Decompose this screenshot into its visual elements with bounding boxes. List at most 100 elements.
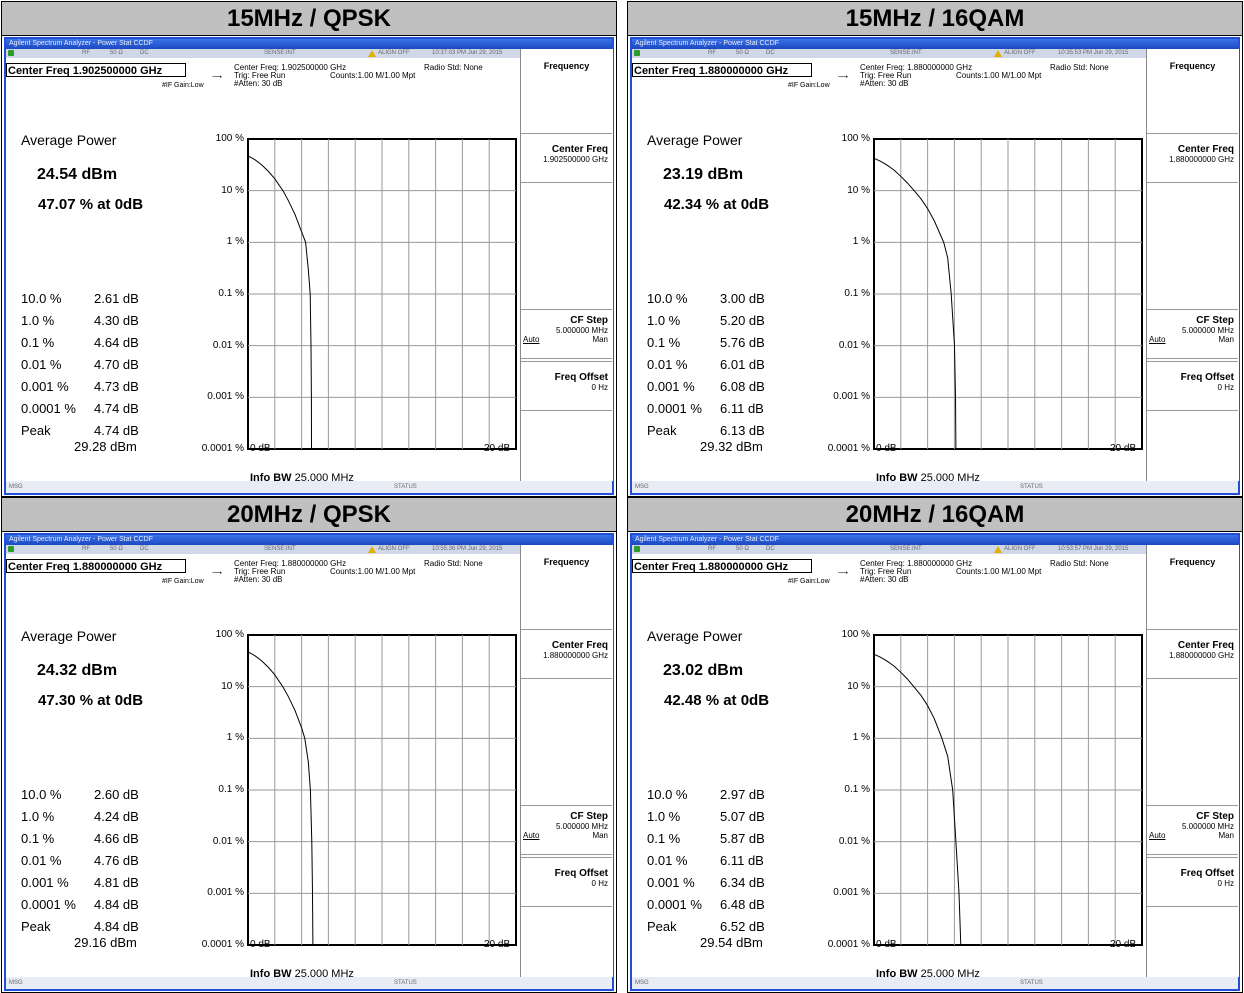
softkey-value: 5.000000 MHz bbox=[555, 326, 608, 335]
softkey-freq-offset[interactable]: Freq Offset 0 Hz bbox=[521, 857, 612, 907]
center-freq-field[interactable]: Center Freq 1.880000000 GHz bbox=[632, 559, 812, 573]
auto-man-toggle[interactable]: Auto Man bbox=[521, 335, 608, 344]
softkey-label: CF Step bbox=[570, 315, 608, 326]
softkey-freq-offset[interactable]: Freq Offset 0 Hz bbox=[1147, 361, 1238, 411]
instrument-status-row: RF 50 Ω DC SENSE:INT ALIGN OFF 10:55:36 … bbox=[6, 545, 612, 554]
softkey-value: 0 Hz bbox=[591, 383, 608, 392]
center-freq-field[interactable]: Center Freq 1.880000000 GHz bbox=[632, 63, 812, 77]
man-option: Man bbox=[592, 335, 608, 344]
stat-label: Peak bbox=[647, 919, 677, 934]
counts-info: Counts:1.00 M/1.00 Mpt bbox=[330, 567, 416, 576]
peak-power-dbm: 29.54 dBm bbox=[700, 935, 763, 950]
stat-label: Peak bbox=[647, 423, 677, 438]
status-led-icon bbox=[8, 50, 14, 56]
trigger-info: Trig: Free Run bbox=[234, 71, 286, 80]
stat-label: 0.01 % bbox=[647, 357, 688, 372]
stat-label: 10.0 % bbox=[647, 787, 688, 802]
peak-power-dbm: 29.32 dBm bbox=[700, 439, 763, 454]
stat-value: 6.34 dB bbox=[720, 875, 765, 890]
center-freq-field[interactable]: Center Freq 1.880000000 GHz bbox=[6, 559, 186, 573]
percent-at-0db: 42.34 % at 0dB bbox=[664, 196, 770, 213]
softkey-menu: Frequency Center Freq 1.880000000 GHz CF… bbox=[1146, 49, 1239, 481]
ccdf-trace bbox=[247, 651, 314, 946]
stat-value: 2.61 dB bbox=[94, 291, 139, 306]
status-indicator[interactable]: STATUS bbox=[394, 484, 417, 490]
atten-info: #Atten: 30 dB bbox=[234, 79, 283, 88]
radio-std-info: Radio Std: None bbox=[424, 63, 483, 72]
softkey-label: Center Freq bbox=[551, 144, 608, 155]
msg-indicator: MSG bbox=[9, 484, 23, 490]
softkey-center-freq[interactable]: Center Freq 1.880000000 GHz bbox=[1147, 133, 1238, 183]
trigger-arrow-icon: ⟶ bbox=[838, 570, 849, 577]
stat-label: 0.0001 % bbox=[21, 897, 76, 912]
trigger-info: Trig: Free Run bbox=[860, 567, 912, 576]
stat-value: 4.64 dB bbox=[94, 335, 139, 350]
status-bar: MSG STATUS bbox=[6, 977, 612, 989]
measurement-display: Center Freq 1.880000000 GHz Center Freq:… bbox=[632, 58, 1146, 484]
stat-label: 0.01 % bbox=[647, 853, 688, 868]
impedance-indicator: 50 Ω bbox=[110, 546, 123, 552]
softkey-cf-step[interactable]: CF Step 5.000000 MHz Auto Man bbox=[521, 309, 612, 359]
y-tick-label: 0.1 % bbox=[844, 784, 870, 795]
status-indicator[interactable]: STATUS bbox=[1020, 484, 1043, 490]
average-power-label: Average Power bbox=[647, 628, 743, 644]
window-titlebar[interactable]: Agilent Spectrum Analyzer - Power Stat C… bbox=[6, 39, 612, 49]
radio-std-info: Radio Std: None bbox=[1050, 63, 1109, 72]
window-titlebar[interactable]: Agilent Spectrum Analyzer - Power Stat C… bbox=[6, 535, 612, 545]
center-freq-field[interactable]: Center Freq 1.902500000 GHz bbox=[6, 63, 186, 77]
stat-label: 0.0001 % bbox=[647, 401, 702, 416]
trigger-arrow-icon: ⟶ bbox=[212, 570, 223, 577]
measurement-display: Center Freq 1.880000000 GHz Center Freq:… bbox=[6, 554, 520, 980]
window-titlebar[interactable]: Agilent Spectrum Analyzer - Power Stat C… bbox=[632, 535, 1238, 545]
softkey-label: Center Freq bbox=[1177, 640, 1234, 651]
stat-value: 5.87 dB bbox=[720, 831, 765, 846]
status-bar: MSG STATUS bbox=[632, 481, 1238, 493]
impedance-indicator: 50 Ω bbox=[736, 50, 749, 56]
center-freq-info: Center Freq: 1.880000000 GHz bbox=[234, 559, 347, 568]
gain-info: #IF Gain:Low bbox=[162, 578, 204, 585]
sense-indicator: SENSE:INT bbox=[264, 546, 296, 552]
status-indicator[interactable]: STATUS bbox=[394, 980, 417, 986]
auto-option: Auto bbox=[1149, 335, 1166, 344]
x-tick-label-left: 0 dB bbox=[250, 939, 271, 950]
stat-value: 4.84 dB bbox=[94, 897, 139, 912]
y-tick-label: 10 % bbox=[221, 680, 244, 692]
y-tick-label: 100 % bbox=[841, 629, 870, 640]
softkey-center-freq[interactable]: Center Freq 1.880000000 GHz bbox=[1147, 629, 1238, 679]
softkey-center-freq[interactable]: Center Freq 1.902500000 GHz bbox=[521, 133, 612, 183]
stat-label: 0.1 % bbox=[647, 831, 681, 846]
auto-man-toggle[interactable]: Auto Man bbox=[1147, 335, 1234, 344]
y-tick-label: 1 % bbox=[226, 732, 244, 744]
softkey-freq-offset[interactable]: Freq Offset 0 Hz bbox=[521, 361, 612, 411]
warning-icon bbox=[994, 50, 1002, 57]
msg-indicator: MSG bbox=[9, 980, 23, 986]
radio-std-info: Radio Std: None bbox=[424, 559, 483, 568]
auto-man-toggle[interactable]: Auto Man bbox=[1147, 831, 1234, 840]
stat-value: 3.00 dB bbox=[720, 291, 765, 306]
softkey-cf-step[interactable]: CF Step 5.000000 MHz Auto Man bbox=[1147, 805, 1238, 855]
align-indicator: ALIGN OFF bbox=[1004, 546, 1036, 552]
stat-label: 0.1 % bbox=[647, 335, 681, 350]
auto-option: Auto bbox=[523, 831, 540, 840]
softkey-label: Freq Offset bbox=[554, 372, 608, 383]
softkey-freq-offset[interactable]: Freq Offset 0 Hz bbox=[1147, 857, 1238, 907]
softkey-cf-step[interactable]: CF Step 5.000000 MHz Auto Man bbox=[1147, 309, 1238, 359]
window-titlebar[interactable]: Agilent Spectrum Analyzer - Power Stat C… bbox=[632, 39, 1238, 49]
ccdf-plot: 100 % 10 % 1 % 0.1 % 0.01 % 0.001 % 0.0001 % 0 … bbox=[196, 629, 520, 984]
auto-man-toggle[interactable]: Auto Man bbox=[521, 831, 608, 840]
softkey-value: 5.000000 MHz bbox=[555, 822, 608, 831]
softkey-cf-step[interactable]: CF Step 5.000000 MHz Auto Man bbox=[521, 805, 612, 855]
y-tick-label: 0.01 % bbox=[212, 339, 244, 351]
status-indicator[interactable]: STATUS bbox=[1020, 980, 1043, 986]
stat-value: 6.48 dB bbox=[720, 897, 765, 912]
coupling-indicator: DC bbox=[140, 546, 149, 552]
status-led-icon bbox=[8, 546, 14, 552]
coupling-indicator: DC bbox=[766, 546, 775, 552]
timestamp: 10:55:36 PM Jun 29, 2015 bbox=[432, 546, 503, 552]
instrument-status-row: RF 50 Ω DC SENSE:INT ALIGN OFF 10:35:53 … bbox=[632, 49, 1238, 58]
softkey-center-freq[interactable]: Center Freq 1.880000000 GHz bbox=[521, 629, 612, 679]
ccdf-graph bbox=[247, 138, 517, 450]
softkey-menu: Frequency Center Freq 1.902500000 GHz CF… bbox=[520, 49, 613, 481]
y-tick-label: 0.1 % bbox=[218, 288, 244, 299]
stat-label: Peak bbox=[21, 919, 51, 934]
